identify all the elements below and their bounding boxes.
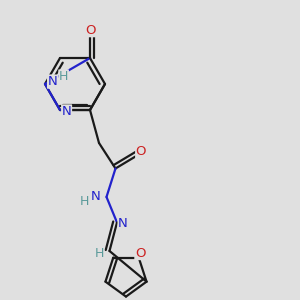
Text: N: N xyxy=(118,218,128,230)
Text: N: N xyxy=(91,190,101,203)
Text: H: H xyxy=(59,70,68,83)
Text: H: H xyxy=(80,195,90,208)
Text: O: O xyxy=(136,145,146,158)
Text: N: N xyxy=(62,105,71,118)
Text: O: O xyxy=(135,247,146,260)
Text: H: H xyxy=(94,248,104,260)
Text: O: O xyxy=(85,24,95,37)
Text: N: N xyxy=(48,75,57,88)
